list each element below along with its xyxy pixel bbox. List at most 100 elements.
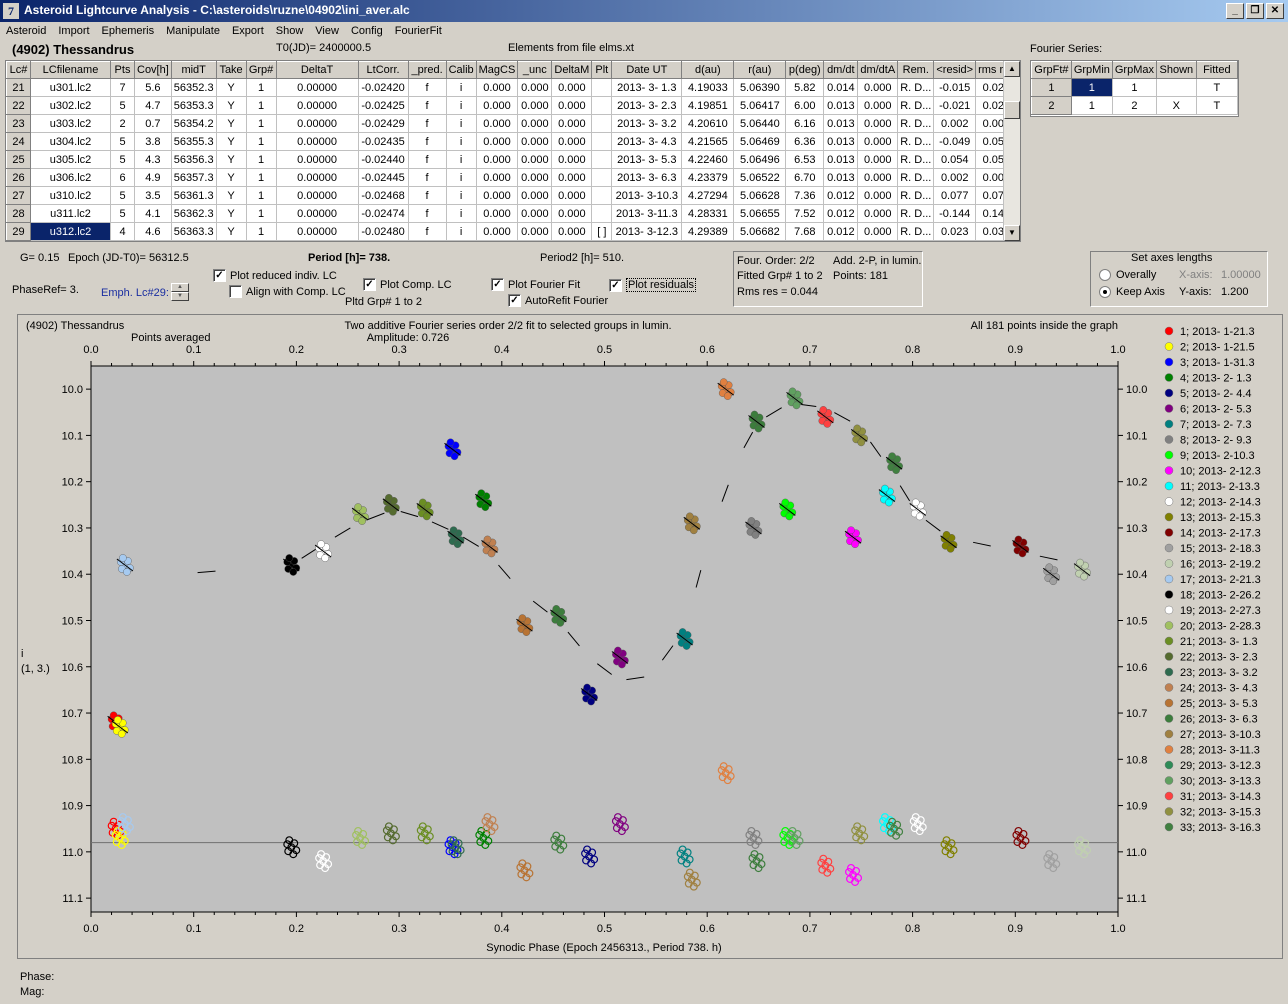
spin-down-icon[interactable]: ▼ [171, 292, 189, 301]
column-header[interactable]: p(deg) [785, 61, 825, 79]
column-header[interactable]: Rem. [897, 61, 935, 79]
table-cell[interactable]: -0.02474 [358, 204, 409, 223]
table-cell[interactable]: 4.20610 [681, 114, 735, 133]
table-cell[interactable]: 0.000 [551, 78, 593, 97]
table-cell[interactable]: f [408, 114, 447, 133]
table-cell[interactable]: -0.02468 [358, 186, 409, 205]
table-cell[interactable]: f [408, 186, 447, 205]
row-header[interactable]: 27 [6, 186, 31, 205]
scroll-down-icon[interactable]: ▼ [1004, 225, 1020, 241]
table-cell[interactable]: 5.06655 [733, 204, 787, 223]
table-cell[interactable]: R. D... [897, 96, 935, 115]
x-axis-value[interactable]: 1.00000 [1221, 269, 1261, 281]
table-cell[interactable]: 2 [110, 114, 135, 133]
table-cell[interactable]: 4.23379 [681, 168, 735, 187]
table-cell[interactable]: -0.02435 [358, 132, 409, 151]
row-header[interactable]: 21 [6, 78, 31, 97]
table-cell[interactable]: 4.3 [134, 150, 172, 169]
fourier-column-header[interactable]: GrpMax [1111, 61, 1158, 79]
table-cell[interactable]: 0.000 [857, 114, 899, 133]
table-cell[interactable]: 0.002 [933, 114, 977, 133]
table-cell[interactable]: 5 [110, 132, 135, 151]
table-cell[interactable]: 0.00000 [276, 204, 359, 223]
emph-lc-spinner[interactable]: ▲ ▼ [171, 283, 189, 301]
table-cell[interactable]: 6.16 [785, 114, 825, 133]
table-cell[interactable]: 7.52 [785, 204, 825, 223]
table-cell[interactable]: 0.000 [857, 78, 899, 97]
table-cell[interactable]: 5.06440 [733, 114, 787, 133]
table-cell[interactable]: i [446, 132, 477, 151]
table-cell[interactable] [591, 96, 613, 115]
table-cell[interactable] [591, 78, 613, 97]
row-header[interactable]: 2 [1031, 96, 1072, 115]
table-cell[interactable]: 2013- 3- 3.2 [611, 114, 683, 133]
table-cell[interactable]: 0.00000 [276, 186, 359, 205]
chart-svg[interactable]: 0.0 0.0 0.1 0.1 0.2 0.2 0.3 0.3 0.4 0.4 0.5 0.5 0.6 0… [18, 315, 1282, 958]
table-cell[interactable]: -0.049 [933, 132, 977, 151]
table-cell[interactable]: 4.22460 [681, 150, 735, 169]
lightcurve-plot[interactable]: 0.0 0.0 0.1 0.1 0.2 0.2 0.3 0.3 0.4 0.4 0.5 0.5 0.6 0… [17, 314, 1283, 959]
row-header[interactable]: 29 [6, 222, 31, 241]
table-cell[interactable]: 1 [246, 78, 277, 97]
column-header[interactable]: Date UT [611, 61, 683, 79]
table-cell[interactable]: R. D... [897, 186, 935, 205]
table-cell[interactable] [591, 204, 613, 223]
table-cell[interactable]: 2013- 3- 4.3 [611, 132, 683, 151]
row-header[interactable]: 23 [6, 114, 31, 133]
table-cell[interactable]: 0.000 [857, 222, 899, 241]
table-cell[interactable]: f [408, 204, 447, 223]
table-cell[interactable]: i [446, 186, 477, 205]
row-header[interactable]: 28 [6, 204, 31, 223]
table-cell[interactable]: 1 [246, 96, 277, 115]
table-cell[interactable]: R. D... [897, 222, 935, 241]
table-cell[interactable]: 1 [1071, 78, 1113, 97]
table-cell[interactable]: X [1156, 96, 1197, 115]
table-cell[interactable]: 0.000 [476, 132, 519, 151]
table-cell[interactable]: 1 [246, 150, 277, 169]
table-cell[interactable]: u306.lc2 [30, 168, 111, 187]
table-cell[interactable]: 4.9 [134, 168, 172, 187]
table-cell[interactable]: Y [216, 150, 247, 169]
phaseref-value[interactable]: PhaseRef= 3. [12, 284, 79, 296]
table-cell[interactable]: 0.000 [551, 168, 593, 187]
column-header[interactable]: Cov[h] [134, 61, 172, 79]
table-cell[interactable]: 0.000 [551, 222, 593, 241]
overally-radio[interactable]: Overally [1099, 269, 1156, 281]
table-cell[interactable]: 0.000 [476, 168, 519, 187]
table-cell[interactable]: 0.012 [823, 222, 859, 241]
table-cell[interactable]: f [408, 132, 447, 151]
table-cell[interactable]: i [446, 222, 477, 241]
table-cell[interactable]: 0.000 [857, 168, 899, 187]
menu-import[interactable]: Import [58, 25, 90, 37]
table-row[interactable]: 25 u305.lc2 5 4.3 56356.3 Y 1 0.00000 -0.02440 f i… [6, 150, 1018, 169]
table-row[interactable]: 23 u303.lc2 2 0.7 56354.2 Y 1 0.00000 -0.02429 f i… [6, 114, 1018, 133]
table-cell[interactable]: 4.27294 [681, 186, 735, 205]
table-cell[interactable]: i [446, 78, 477, 97]
column-header[interactable]: LCfilename [30, 61, 111, 79]
table-cell[interactable]: 0.012 [823, 204, 859, 223]
table-cell[interactable]: 6.53 [785, 150, 825, 169]
menu-config[interactable]: Config [350, 25, 383, 37]
table-cell[interactable]: [ ] [591, 222, 613, 241]
table-cell[interactable]: 5.06496 [733, 150, 787, 169]
table-cell[interactable]: 0.00000 [276, 132, 359, 151]
scroll-up-icon[interactable]: ▲ [1004, 61, 1020, 77]
column-header[interactable]: DeltaT [275, 61, 359, 79]
table-row[interactable]: 24 u304.lc2 5 3.8 56355.3 Y 1 0.00000 -0.02435 f i… [6, 132, 1018, 151]
column-header[interactable]: dm/dt [823, 61, 859, 79]
table-cell[interactable]: f [408, 168, 447, 187]
table-cell[interactable]: 0.000 [476, 114, 519, 133]
table-cell[interactable]: 5 [110, 204, 135, 223]
table-cell[interactable]: u310.lc2 [30, 186, 111, 205]
table-cell[interactable]: u312.lc2 [30, 222, 111, 241]
table-cell[interactable]: 0.00000 [276, 150, 359, 169]
table-cell[interactable]: 1 [246, 132, 277, 151]
table-cell[interactable]: 0.000 [551, 114, 593, 133]
table-cell[interactable]: 4.7 [134, 96, 172, 115]
table-cell[interactable]: 0.012 [823, 186, 859, 205]
table-cell[interactable]: 4.28331 [681, 204, 735, 223]
table-cell[interactable]: -0.015 [933, 78, 977, 97]
period-value[interactable]: Period [h]= 738. [308, 252, 391, 264]
